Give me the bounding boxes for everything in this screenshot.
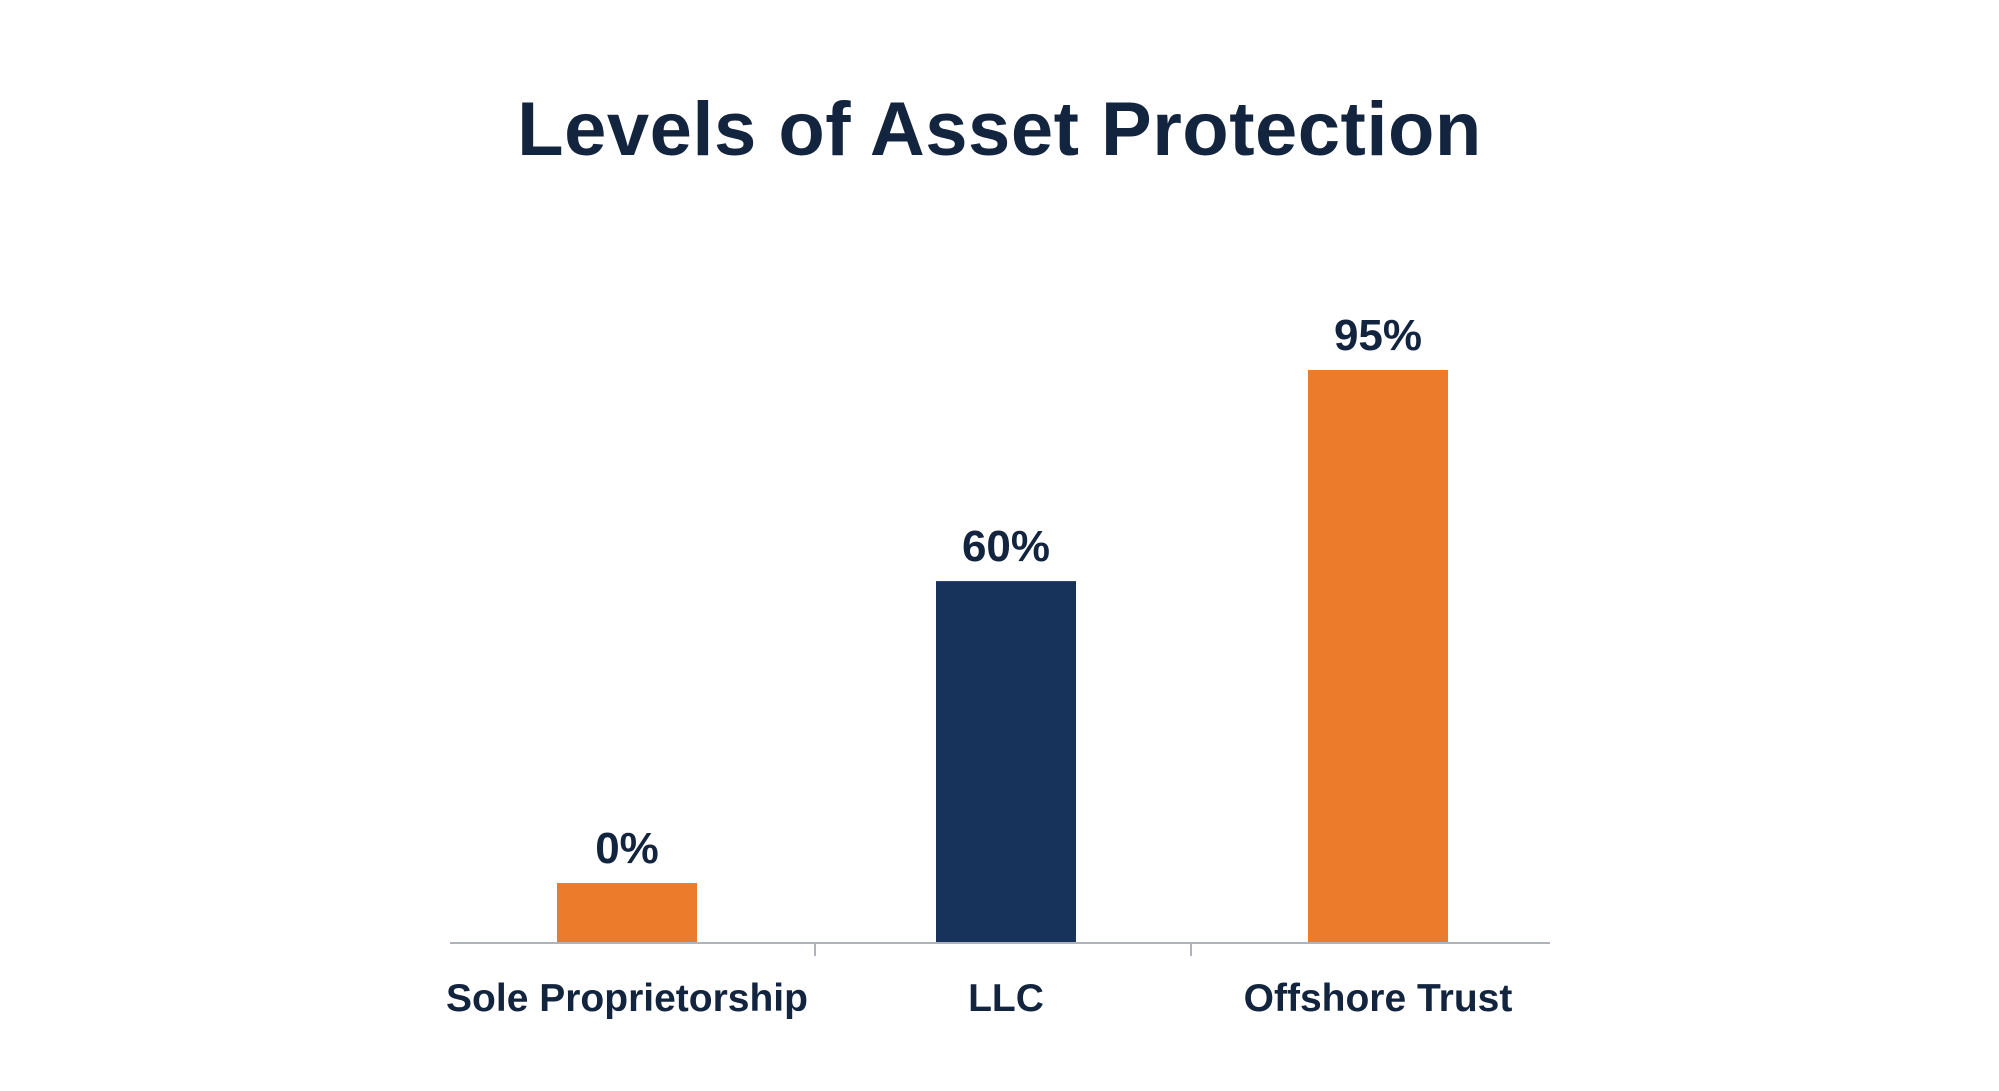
bar-value-label: 95% [1334,311,1422,360]
category-label: Sole Proprietorship [446,977,808,1020]
category-label: LLC [968,977,1044,1020]
bar [936,581,1076,943]
bar [557,883,697,943]
chart-title: Levels of Asset Protection [517,87,1482,172]
category-label: Offshore Trust [1244,977,1513,1020]
bar [1308,370,1448,943]
bar-value-label: 0% [595,824,659,873]
bar-value-label: 60% [962,522,1050,571]
